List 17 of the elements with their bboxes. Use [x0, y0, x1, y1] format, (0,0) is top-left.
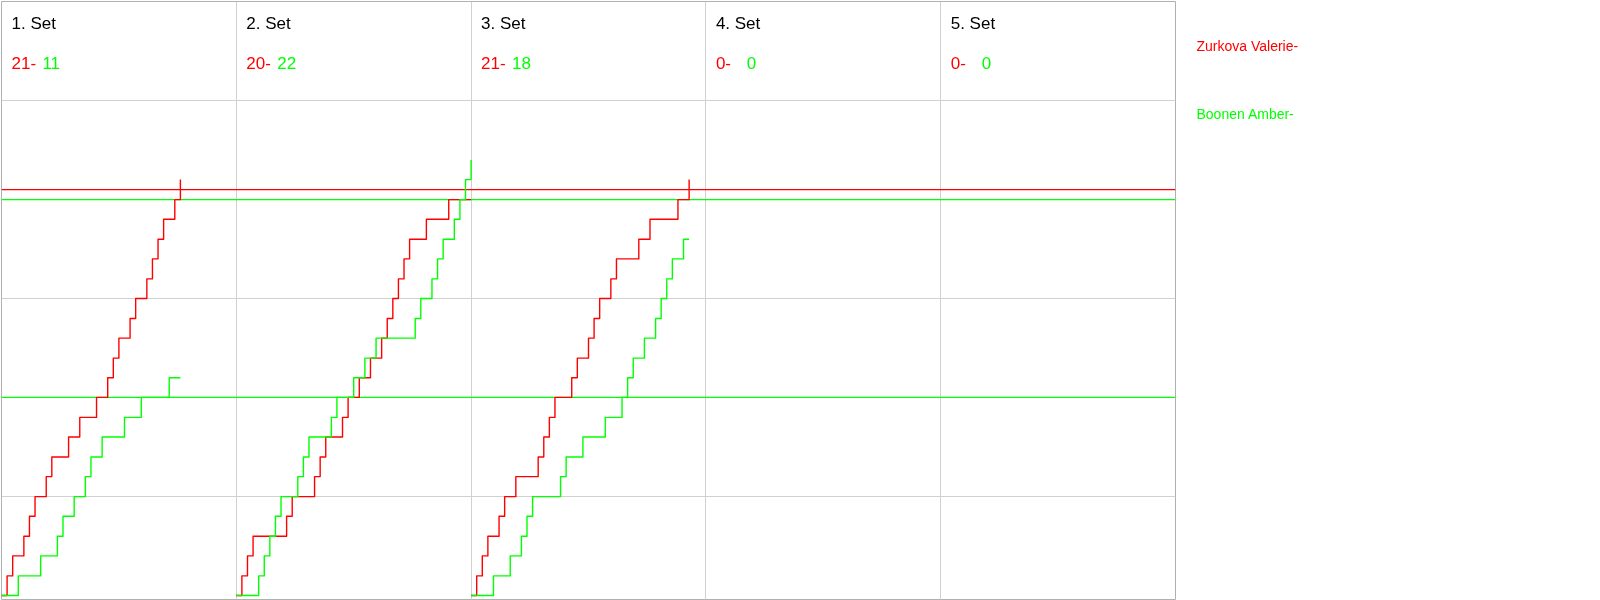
- text: 2. Set: [246, 13, 291, 33]
- text: 1. Set: [11, 13, 57, 33]
- text: 21-: [481, 54, 506, 74]
- text: 18: [512, 54, 531, 74]
- text: 4. Set: [715, 13, 761, 33]
- text: 0: [981, 54, 992, 74]
- text: Boonen Amber-: [1196, 106, 1295, 123]
- text: 0-: [950, 54, 966, 74]
- text: 0-: [715, 54, 732, 74]
- text: 5. Set: [950, 13, 996, 33]
- text: 11: [42, 54, 61, 74]
- text: 20-: [246, 54, 271, 74]
- text: 0: [746, 54, 757, 74]
- text: 3. Set: [481, 13, 526, 33]
- text: 22: [277, 54, 297, 74]
- text: 21-: [11, 54, 37, 74]
- text: Zurkova Valerie-: [1196, 38, 1299, 55]
